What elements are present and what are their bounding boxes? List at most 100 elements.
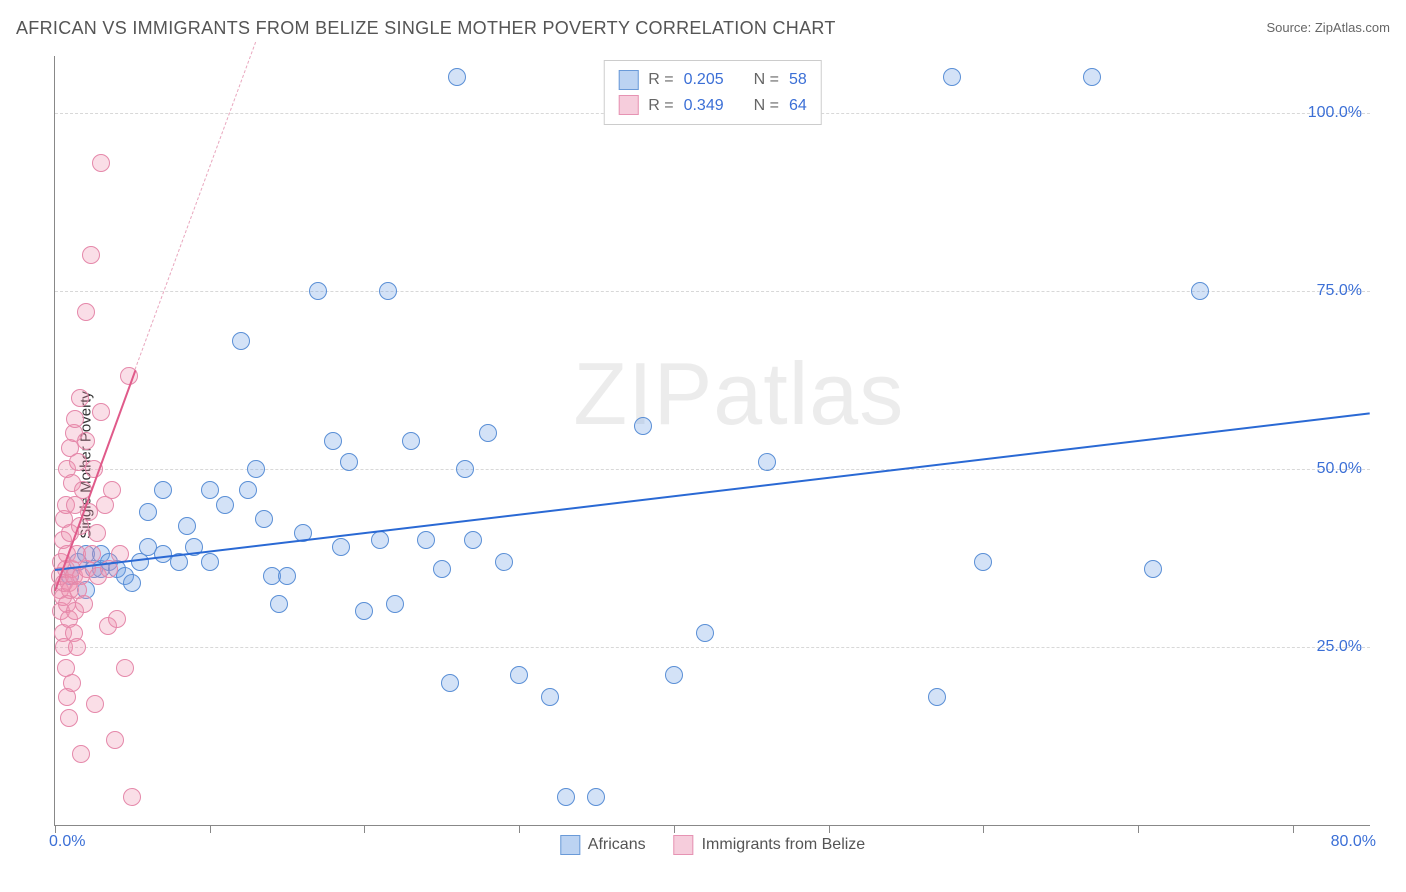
source-label: Source: bbox=[1266, 20, 1314, 35]
data-point bbox=[355, 602, 373, 620]
y-tick-label: 75.0% bbox=[1317, 282, 1362, 300]
data-point bbox=[309, 282, 327, 300]
y-tick-label: 100.0% bbox=[1308, 104, 1362, 122]
data-point bbox=[106, 731, 124, 749]
x-tick bbox=[1138, 825, 1139, 833]
data-point bbox=[63, 674, 81, 692]
x-tick bbox=[210, 825, 211, 833]
data-point bbox=[696, 624, 714, 642]
x-tick bbox=[364, 825, 365, 833]
y-tick-label: 25.0% bbox=[1317, 638, 1362, 656]
data-point bbox=[456, 460, 474, 478]
data-point bbox=[88, 524, 106, 542]
data-point bbox=[178, 517, 196, 535]
correlation-legend: R = 0.205 N = 58 R = 0.349 N = 64 bbox=[603, 60, 822, 125]
data-point bbox=[139, 503, 157, 521]
x-tick bbox=[829, 825, 830, 833]
data-point bbox=[448, 68, 466, 86]
data-point bbox=[82, 246, 100, 264]
data-point bbox=[665, 666, 683, 684]
x-tick bbox=[674, 825, 675, 833]
data-point bbox=[92, 154, 110, 172]
swatch-africans-icon bbox=[560, 835, 580, 855]
legend-row-africans: R = 0.205 N = 58 bbox=[618, 67, 807, 93]
data-point bbox=[68, 638, 86, 656]
data-point bbox=[201, 553, 219, 571]
n-label: N = bbox=[754, 67, 779, 93]
data-point bbox=[332, 538, 350, 556]
x-tick-label: 0.0% bbox=[49, 833, 85, 851]
x-tick bbox=[519, 825, 520, 833]
watermark-logo: ZIPatlas bbox=[573, 343, 904, 445]
r-value-africans: 0.205 bbox=[684, 67, 724, 93]
data-point bbox=[103, 481, 121, 499]
data-point bbox=[86, 695, 104, 713]
data-point bbox=[108, 610, 126, 628]
swatch-belize-icon bbox=[674, 835, 694, 855]
data-point bbox=[974, 553, 992, 571]
data-point bbox=[324, 432, 342, 450]
data-point bbox=[402, 432, 420, 450]
data-point bbox=[123, 574, 141, 592]
series-label-belize: Immigrants from Belize bbox=[702, 836, 866, 854]
gridline bbox=[55, 291, 1370, 292]
chart-title: AFRICAN VS IMMIGRANTS FROM BELIZE SINGLE… bbox=[16, 18, 836, 38]
data-point bbox=[60, 709, 78, 727]
data-point bbox=[83, 545, 101, 563]
data-point bbox=[255, 510, 273, 528]
n-value-belize: 64 bbox=[789, 93, 807, 119]
data-point bbox=[154, 481, 172, 499]
n-value-africans: 58 bbox=[789, 67, 807, 93]
data-point bbox=[77, 432, 95, 450]
data-point bbox=[123, 788, 141, 806]
plot-container: Single Mother Poverty ZIPatlas R = 0.205… bbox=[16, 56, 1390, 874]
data-point bbox=[433, 560, 451, 578]
legend-item-africans: Africans bbox=[560, 835, 646, 855]
data-point bbox=[417, 531, 435, 549]
source-name[interactable]: ZipAtlas.com bbox=[1315, 20, 1390, 35]
series-label-africans: Africans bbox=[588, 836, 646, 854]
n-label: N = bbox=[754, 93, 779, 119]
source-attribution: Source: ZipAtlas.com bbox=[1266, 20, 1390, 35]
data-point bbox=[71, 389, 89, 407]
data-point bbox=[943, 68, 961, 86]
data-point bbox=[278, 567, 296, 585]
data-point bbox=[928, 688, 946, 706]
x-tick-label: 80.0% bbox=[1331, 833, 1376, 851]
data-point bbox=[441, 674, 459, 692]
data-point bbox=[1144, 560, 1162, 578]
data-point bbox=[340, 453, 358, 471]
data-point bbox=[557, 788, 575, 806]
data-point bbox=[479, 424, 497, 442]
data-point bbox=[232, 332, 250, 350]
r-label: R = bbox=[648, 67, 673, 93]
data-point bbox=[239, 481, 257, 499]
swatch-belize-icon bbox=[618, 95, 638, 115]
scatter-plot: ZIPatlas R = 0.205 N = 58 R = 0.349 N = … bbox=[54, 56, 1370, 826]
data-point bbox=[634, 417, 652, 435]
data-point bbox=[77, 303, 95, 321]
data-point bbox=[270, 595, 288, 613]
trend-line bbox=[135, 42, 257, 370]
x-tick bbox=[55, 825, 56, 833]
data-point bbox=[72, 745, 90, 763]
y-tick-label: 50.0% bbox=[1317, 460, 1362, 478]
r-value-belize: 0.349 bbox=[684, 93, 724, 119]
data-point bbox=[201, 481, 219, 499]
x-tick bbox=[983, 825, 984, 833]
legend-item-belize: Immigrants from Belize bbox=[674, 835, 866, 855]
data-point bbox=[379, 282, 397, 300]
data-point bbox=[75, 595, 93, 613]
data-point bbox=[247, 460, 265, 478]
data-point bbox=[116, 659, 134, 677]
data-point bbox=[371, 531, 389, 549]
data-point bbox=[1191, 282, 1209, 300]
data-point bbox=[1083, 68, 1101, 86]
legend-row-belize: R = 0.349 N = 64 bbox=[618, 93, 807, 119]
data-point bbox=[464, 531, 482, 549]
series-legend: Africans Immigrants from Belize bbox=[560, 835, 865, 855]
data-point bbox=[587, 788, 605, 806]
data-point bbox=[510, 666, 528, 684]
swatch-africans-icon bbox=[618, 70, 638, 90]
data-point bbox=[66, 410, 84, 428]
